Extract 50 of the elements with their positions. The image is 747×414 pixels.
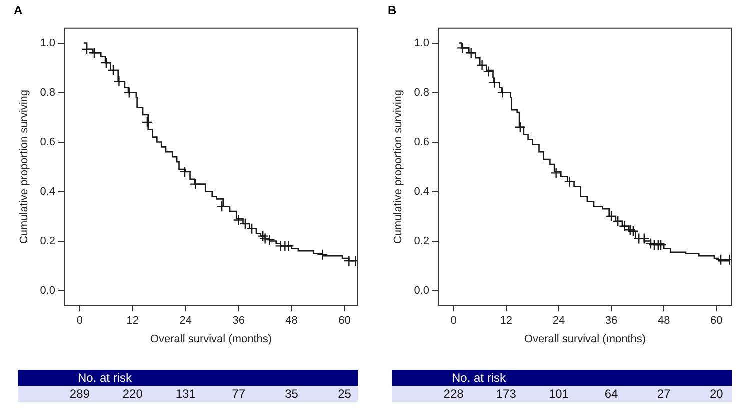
y-tick-label: 1.0	[40, 37, 56, 50]
y-tick-label: 0.8	[40, 86, 56, 99]
x-tick-label: 0	[76, 315, 83, 328]
chart-title: A	[14, 4, 23, 18]
y-axis-title: Cumulative proportion surviving	[392, 90, 405, 244]
text: 27	[657, 387, 671, 401]
text: No. at risk	[18, 370, 358, 386]
point	[550, 168, 562, 179]
point	[655, 239, 667, 251]
text: 101	[548, 387, 569, 401]
y-tick-label: 0.2	[414, 235, 430, 248]
text: 25	[338, 387, 352, 401]
y-tick-label: 0.4	[414, 186, 430, 198]
y-tick-label: 0.6	[414, 136, 430, 148]
y-tick-label: 0.2	[40, 235, 56, 248]
y-axis-title: Cumulative proportion surviving	[18, 90, 31, 244]
y-tick-label: 0.6	[40, 136, 56, 148]
text: 64	[604, 387, 618, 401]
text: 20	[710, 387, 724, 401]
y-tick-label: 0.0	[40, 284, 56, 297]
point	[514, 122, 526, 133]
point	[142, 116, 154, 128]
x-tick-label: 12	[500, 315, 513, 328]
y-tick-label: 0.8	[414, 86, 430, 99]
text: 228	[444, 387, 464, 401]
x-axis-title: Overall survival (months)	[524, 333, 646, 346]
text: 77	[232, 387, 246, 401]
x-axis-title: Overall survival (months)	[150, 333, 272, 346]
x-tick-label: 48	[658, 315, 670, 328]
text: No. at risk	[392, 370, 732, 386]
x-tick-label: 48	[286, 315, 298, 328]
x-tick-label: 36	[605, 315, 618, 328]
x-tick-label: 0	[450, 315, 457, 328]
text: 289	[70, 387, 90, 401]
point	[715, 254, 727, 266]
x-tick-label: 36	[232, 315, 245, 328]
x-tick-label: 12	[126, 315, 140, 328]
text: 220	[122, 387, 143, 401]
y-tick-label: 0.4	[40, 186, 56, 198]
y-tick-label: 1.0	[414, 37, 430, 50]
chart-title: B	[388, 4, 397, 18]
x-tick-label: 24	[180, 315, 192, 328]
text: 131	[176, 387, 196, 401]
x-tick-label: 24	[552, 315, 566, 328]
text: 173	[496, 387, 516, 401]
x-tick-label: 60	[338, 315, 351, 328]
point	[317, 249, 328, 260]
text: 35	[285, 387, 298, 401]
y-tick-label: 0.0	[414, 284, 430, 297]
x-tick-label: 60	[710, 315, 723, 328]
